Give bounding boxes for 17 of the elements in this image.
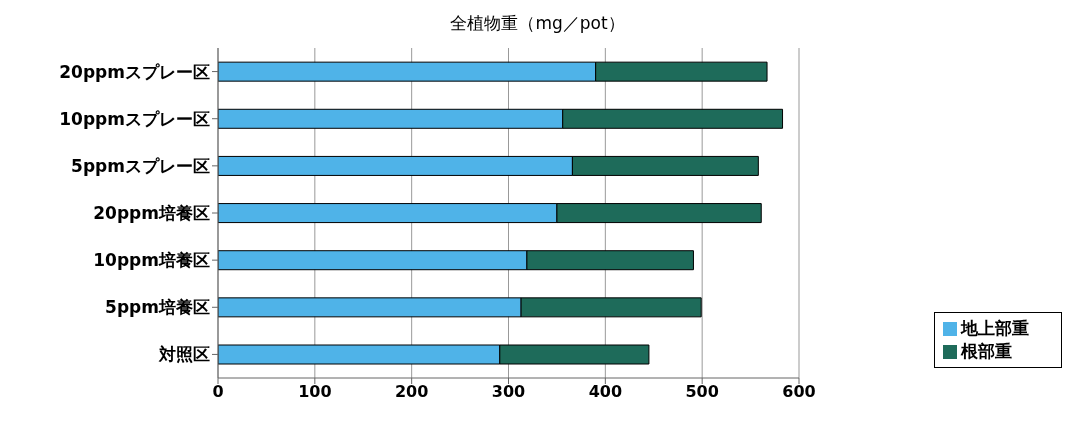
- x-tick-label: 300: [491, 382, 526, 402]
- x-tick-label: 100: [298, 382, 332, 402]
- x-tick-label: 600: [782, 382, 816, 402]
- x-tick-label: 0: [212, 382, 224, 402]
- x-tick-label: 400: [588, 382, 623, 402]
- legend-label: 地上部重: [961, 318, 1029, 338]
- y-tick-label: 対照区: [158, 344, 210, 365]
- x-tick-label: 500: [685, 382, 719, 402]
- y-tick-label: 5ppmスプレー区: [71, 155, 210, 176]
- y-tick-label: 5ppm培養区: [105, 297, 210, 318]
- chart-title: 全植物重（mg／pot）: [449, 12, 626, 35]
- x-tick-label: 200: [394, 382, 429, 402]
- y-tick-label: 20ppmスプレー区: [59, 61, 210, 82]
- y-tick-label: 10ppmスプレー区: [59, 108, 210, 129]
- legend-label: 根部重: [961, 341, 1012, 361]
- y-tick-label: 20ppm培養区: [93, 203, 210, 224]
- y-tick-label: 10ppm培養区: [93, 250, 210, 271]
